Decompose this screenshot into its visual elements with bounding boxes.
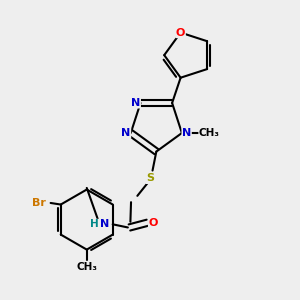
Text: O: O bbox=[148, 218, 158, 228]
Text: O: O bbox=[176, 28, 185, 38]
Text: Br: Br bbox=[32, 198, 46, 208]
Text: N: N bbox=[182, 128, 191, 138]
Text: H: H bbox=[90, 219, 99, 229]
Text: N: N bbox=[131, 98, 140, 108]
Text: N: N bbox=[122, 128, 130, 138]
Text: CH₃: CH₃ bbox=[199, 128, 220, 138]
Text: N: N bbox=[100, 219, 109, 229]
Text: CH₃: CH₃ bbox=[76, 262, 97, 272]
Text: S: S bbox=[146, 173, 154, 184]
